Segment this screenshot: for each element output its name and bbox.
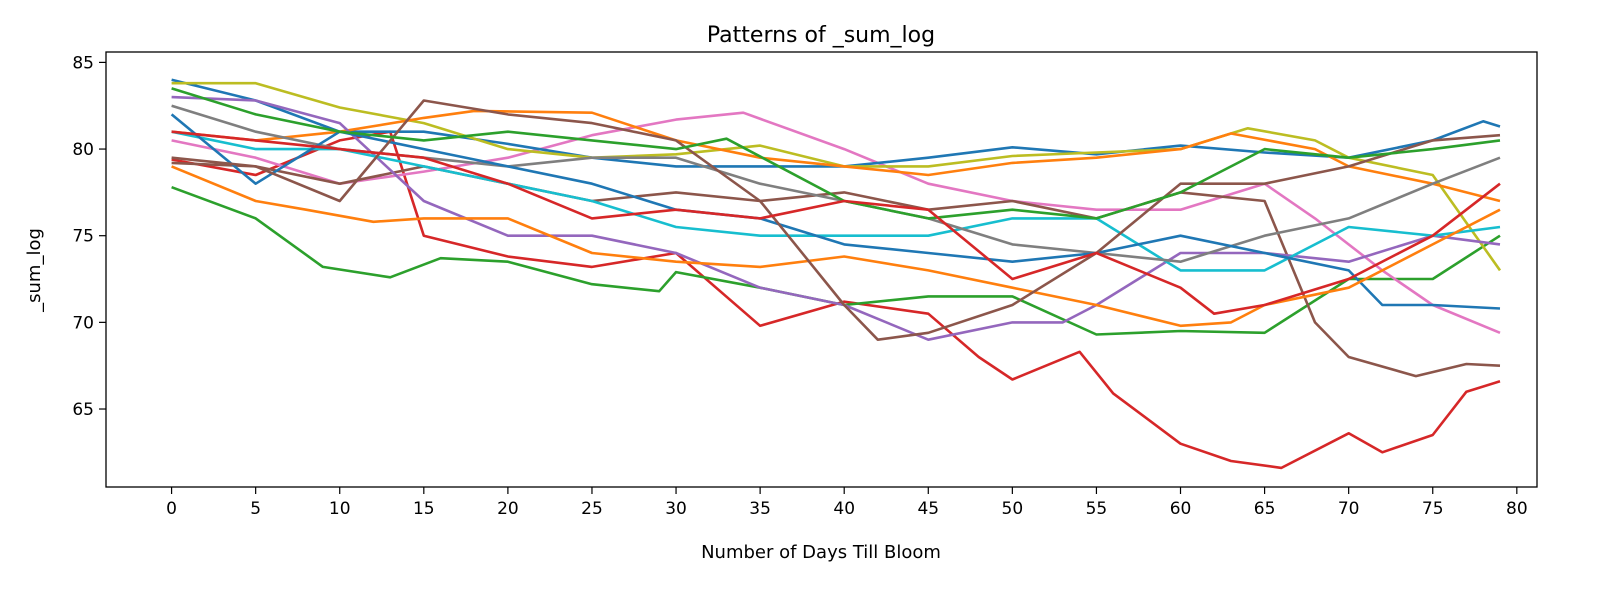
y-tick-label: 75 — [72, 227, 94, 247]
x-axis: 0 5 10 15 20 25 30 35 40 45 50 55 60 65 70 75 80 — [166, 487, 1528, 519]
x-tick-label: 25 — [581, 499, 603, 519]
series-line-0 — [171, 130, 1501, 470]
x-tick-label: 5 — [250, 499, 261, 519]
x-tick-label: 65 — [1254, 499, 1276, 519]
x-tick-label: 40 — [833, 499, 855, 519]
series-line-3 — [171, 161, 1501, 378]
y-axis-label: _sum_log — [24, 228, 45, 313]
y-axis: 65 70 75 80 85 — [72, 53, 106, 420]
y-tick-label: 85 — [72, 53, 94, 73]
x-tick-label: 75 — [1422, 499, 1444, 519]
y-tick-label: 80 — [72, 140, 94, 160]
x-tick-label: 50 — [1002, 499, 1024, 519]
x-tick-label: 15 — [413, 499, 435, 519]
x-tick-label: 70 — [1338, 499, 1360, 519]
series-line-10 — [170, 113, 1501, 310]
x-tick-label: 0 — [166, 499, 177, 519]
y-tick-label: 70 — [72, 313, 94, 333]
series-line-12 — [171, 99, 1501, 342]
x-tick-label: 20 — [497, 499, 519, 519]
chart-title: Patterns of _sum_log — [707, 23, 935, 48]
x-tick-label: 30 — [665, 499, 687, 519]
x-tick-label: 55 — [1086, 499, 1108, 519]
series-line-9 — [171, 104, 1501, 264]
x-tick-label: 80 — [1506, 499, 1528, 519]
series-line-6 — [171, 109, 1501, 203]
x-tick-label: 10 — [329, 499, 351, 519]
plot-frame — [105, 51, 1538, 488]
y-tick-label: 65 — [72, 400, 94, 420]
series-line-8 — [171, 130, 1501, 272]
series-layer — [170, 78, 1502, 470]
series-line-4 — [171, 78, 1501, 168]
series-line-7 — [171, 95, 1501, 342]
x-tick-label: 45 — [917, 499, 939, 519]
x-tick-label: 60 — [1170, 499, 1192, 519]
series-line-14 — [171, 130, 1501, 316]
series-line-11 — [171, 165, 1501, 328]
x-tick-label: 35 — [749, 499, 771, 519]
x-axis-label: Number of Days Till Bloom — [701, 542, 941, 563]
